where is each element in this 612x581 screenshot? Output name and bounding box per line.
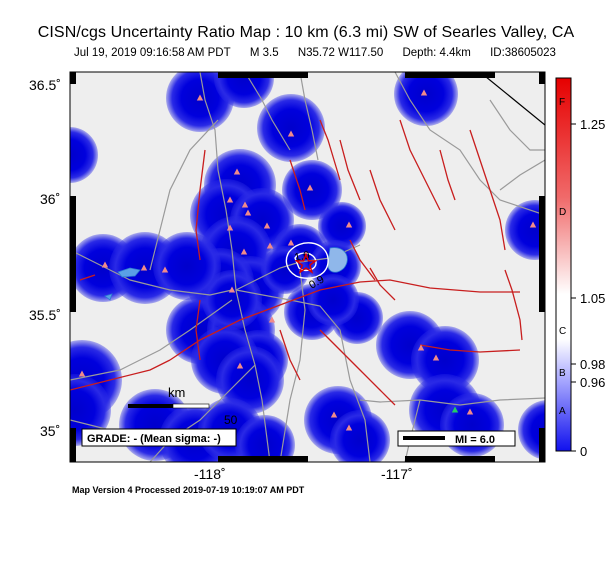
station-triangle-icon xyxy=(226,196,234,203)
event-id: ID:38605023 xyxy=(490,47,556,59)
roads xyxy=(70,72,545,462)
colorbar: F D C B A 1.25 1.05 0.98 0.96 0 xyxy=(555,77,605,459)
station-triangle-icon xyxy=(306,184,314,191)
scale-bar: km 50 xyxy=(128,385,238,427)
mi-box: MI = 6.0 xyxy=(397,430,516,447)
station-triangle-icon xyxy=(345,221,353,228)
lon-label-117: -117˚ xyxy=(381,466,413,482)
station-triangle-icon xyxy=(287,239,295,246)
station-triangle-icon xyxy=(226,224,234,231)
station-triangle-icon xyxy=(240,248,248,255)
station-triangle-icon xyxy=(228,286,236,293)
grade-letter-d: D xyxy=(559,207,566,218)
event-depth: Depth: 4.4km xyxy=(402,47,471,59)
station-triangle-icon xyxy=(287,130,295,137)
station-triangle-icon xyxy=(161,266,169,273)
footer-version: Map Version 4 Processed 2019-07-19 10:19… xyxy=(72,485,305,495)
scale-unit: km xyxy=(168,385,185,400)
grade-letter-c: C xyxy=(559,326,566,337)
station-triangle-icon xyxy=(101,261,109,268)
lat-label-36-5: 36.5˚ xyxy=(29,77,61,93)
event-location: N35.72 W117.50 xyxy=(297,47,384,59)
station-triangle-icon xyxy=(233,168,241,175)
station-triangle-icon xyxy=(241,201,249,208)
station-triangle-icon xyxy=(196,94,204,101)
station-triangle-icon xyxy=(417,344,425,351)
station-triangle-icon xyxy=(268,316,276,323)
scale-value: 50 xyxy=(224,413,238,427)
event-magnitude: M 3.5 xyxy=(249,47,279,59)
grade-letter-f: F xyxy=(559,97,565,108)
faults xyxy=(70,119,523,406)
station-triangle-icon xyxy=(263,222,271,229)
frame-ticks xyxy=(70,72,545,462)
station-triangle-icon xyxy=(140,264,148,271)
mi-text: MI = 6.0 xyxy=(455,434,495,446)
stations xyxy=(78,89,537,431)
map-title: CISN/cgs Uncertainty Ratio Map : 10 km (… xyxy=(37,24,575,41)
lon-label-118: -118˚ xyxy=(194,466,226,482)
station-triangle-icon xyxy=(451,406,459,413)
grade-box: GRADE: - (Mean sigma: -) xyxy=(81,428,237,447)
station-triangle-icon xyxy=(345,424,353,431)
lat-label-35-5: 35.5˚ xyxy=(29,307,61,323)
station-triangle-icon xyxy=(466,408,474,415)
colorbar-value-0-96: 0.96 xyxy=(580,375,605,390)
station-triangle-icon xyxy=(244,209,252,216)
water-bodies xyxy=(104,247,348,301)
grade-letter-b: B xyxy=(559,368,566,379)
grade-letter-a: A xyxy=(559,406,566,417)
uncertainty-blobs xyxy=(70,72,545,462)
colorbar-value-0-98: 0.98 xyxy=(580,357,605,372)
lat-label-36: 36˚ xyxy=(40,191,60,207)
station-triangle-icon xyxy=(78,370,86,377)
colorbar-value-1-25: 1.25 xyxy=(580,117,605,132)
colorbar-ticks xyxy=(571,123,576,452)
station-triangle-icon xyxy=(420,89,428,96)
lat-label-35: 35˚ xyxy=(40,423,60,439)
station-triangle-icon xyxy=(266,242,274,249)
state-border xyxy=(479,72,545,126)
grade-text: GRADE: - (Mean sigma: -) xyxy=(87,433,221,445)
station-triangle-icon xyxy=(330,411,338,418)
event-date: Jul 19, 2019 09:16:58 AM PDT xyxy=(74,47,231,59)
station-triangle-icon xyxy=(529,221,537,228)
station-triangle-icon xyxy=(236,362,244,369)
colorbar-value-1-05: 1.05 xyxy=(580,291,605,306)
event-info: Jul 19, 2019 09:16:58 AM PDT M 3.5 N35.7… xyxy=(74,47,556,59)
epicenter-star-icon xyxy=(294,251,318,274)
station-triangle-icon xyxy=(432,354,440,361)
colorbar-value-0: 0 xyxy=(580,444,587,459)
map-area: 1.0 0.9 xyxy=(70,72,545,462)
